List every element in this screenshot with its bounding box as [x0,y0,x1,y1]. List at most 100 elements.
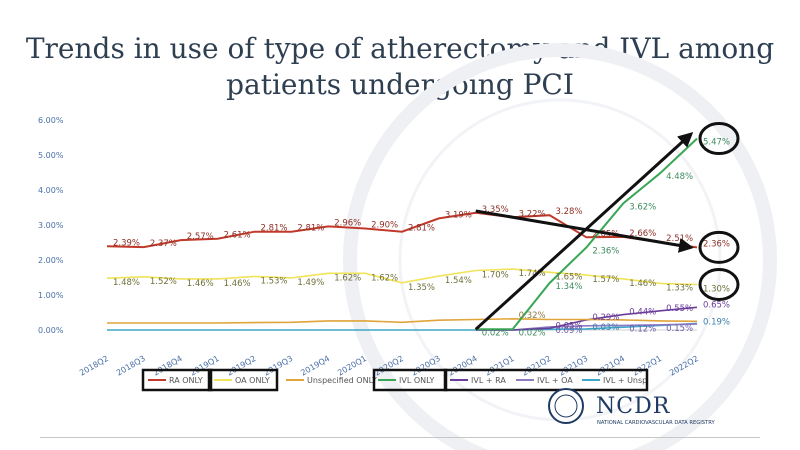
data-label: 0.15% [666,324,693,334]
x-tick-label: 2020Q1 [336,354,368,378]
series-line-ivl-only [475,137,698,331]
data-label: 1.35% [408,283,435,293]
x-tick-label: 2020Q4 [447,354,479,378]
data-label: 2.81% [408,224,435,234]
data-label: 2.57% [187,232,214,242]
data-label: 3.19% [445,210,472,220]
data-label: 0.44% [629,308,656,318]
ncdr-logo-subtitle: NATIONAL CARDIOVASCULAR DATA REGISTRY [597,420,716,426]
data-label: 0.19% [703,317,730,327]
annotation-arrow [475,209,694,253]
ncdr-seal-ring [554,394,578,418]
data-label: 0.65% [703,300,730,310]
series-line-oa-only [106,268,698,286]
legend-label: IVL + Unsp [603,376,647,385]
chart-title-line-2: patients undergoing PCI [226,68,574,101]
data-label: 3.62% [629,202,656,212]
data-label: 1.57% [592,275,619,285]
data-label: 2.37% [150,239,177,249]
y-tick-label: 3.00% [38,221,64,230]
x-tick-label: 2021Q3 [557,354,589,378]
x-tick-label: 2021Q4 [594,354,626,378]
data-label: 3.35% [482,205,509,215]
ncdr-logo-text: NCDR [596,394,671,419]
data-label: 0.32% [519,311,546,321]
data-label: 2.66% [629,229,656,239]
data-label: 1.52% [150,277,177,287]
x-tick-label: 2022Q2 [668,354,700,378]
y-tick-label: 2.00% [38,256,64,265]
x-tick-label: 2019Q4 [299,354,331,378]
data-label: 2.39% [113,238,140,248]
legend-label: OA ONLY [235,376,270,385]
y-tick-label: 1.00% [38,291,64,300]
data-label: 1.46% [629,279,656,289]
data-label: 1.62% [371,273,398,283]
series-line-ivl-unsp [107,322,698,331]
data-label: 2.61% [224,231,251,241]
y-tick-label: 5.00% [38,151,64,160]
x-tick-label: 2019Q2 [226,354,258,378]
legend-label: IVL ONLY [399,376,435,385]
x-tick-label: 2019Q3 [262,354,294,378]
data-label: 1.62% [334,273,361,283]
annotation-arrow [474,131,694,331]
data-label: 1.48% [113,278,140,288]
legend-highlight-box [141,368,213,392]
data-label: 1.46% [187,279,214,289]
data-label: 1.53% [261,276,288,286]
legend-label: IVL + OA [537,376,573,385]
data-label: 2.81% [261,224,288,234]
y-tick-label: 0.00% [38,326,64,335]
data-label: 1.54% [445,276,472,286]
data-label: 3.28% [556,207,583,217]
data-label: 0.02% [519,328,546,338]
data-label: 0.12% [629,324,656,334]
data-label: 0.55% [666,304,693,314]
annotation-circle [698,230,740,264]
series-line-ra-only [106,211,698,249]
x-tick-label: 2019Q1 [189,354,221,378]
x-tick-label: 2020Q3 [410,354,442,378]
data-label: 2.36% [592,246,619,256]
data-label: 0.05% [556,321,583,331]
data-label: 1.74% [519,269,546,279]
series-line-unspecified-only [107,317,698,324]
chart-title-line-1: Trends in use of type of atherectomy and… [25,32,775,65]
data-label: 4.48% [666,172,693,182]
data-label: 2.96% [334,218,361,228]
data-label: 1.33% [666,283,693,293]
data-label: 1.49% [297,278,324,288]
legend-highlight-box [443,368,649,392]
data-label: 2.81% [297,224,324,234]
data-label: 3.22% [519,209,546,219]
legend-highlight-box [207,368,279,392]
y-tick-label: 6.00% [38,116,64,125]
ncdr-seal-logo [548,388,584,424]
data-label: 1.65% [556,272,583,282]
legend-label: RA ONLY [169,376,203,385]
annotation-circle [698,122,740,156]
legend-label: IVL + RA [471,376,506,385]
x-tick-label: 2018Q2 [78,354,110,378]
data-label: 2.36% [703,239,730,249]
annotation-circle [698,268,740,301]
data-label: 0.03% [592,323,619,333]
data-label: 1.34% [556,282,583,292]
data-label: 1.46% [224,279,251,289]
data-label: 1.70% [482,271,509,281]
y-tick-label: 4.00% [38,186,64,195]
data-label: 0.02% [482,328,509,338]
data-label: 0.29% [592,313,619,323]
x-tick-label: 2018Q4 [152,354,184,378]
watermark-seal [343,43,777,450]
bottom-divider [40,437,760,438]
x-tick-label: 2021Q2 [521,354,553,378]
data-label: 0.09% [556,326,583,336]
data-label: 1.30% [703,285,730,295]
data-label: 2.90% [371,221,398,231]
data-label: 5.47% [703,138,730,148]
legend-label: Unspecified ONLY [307,376,377,385]
